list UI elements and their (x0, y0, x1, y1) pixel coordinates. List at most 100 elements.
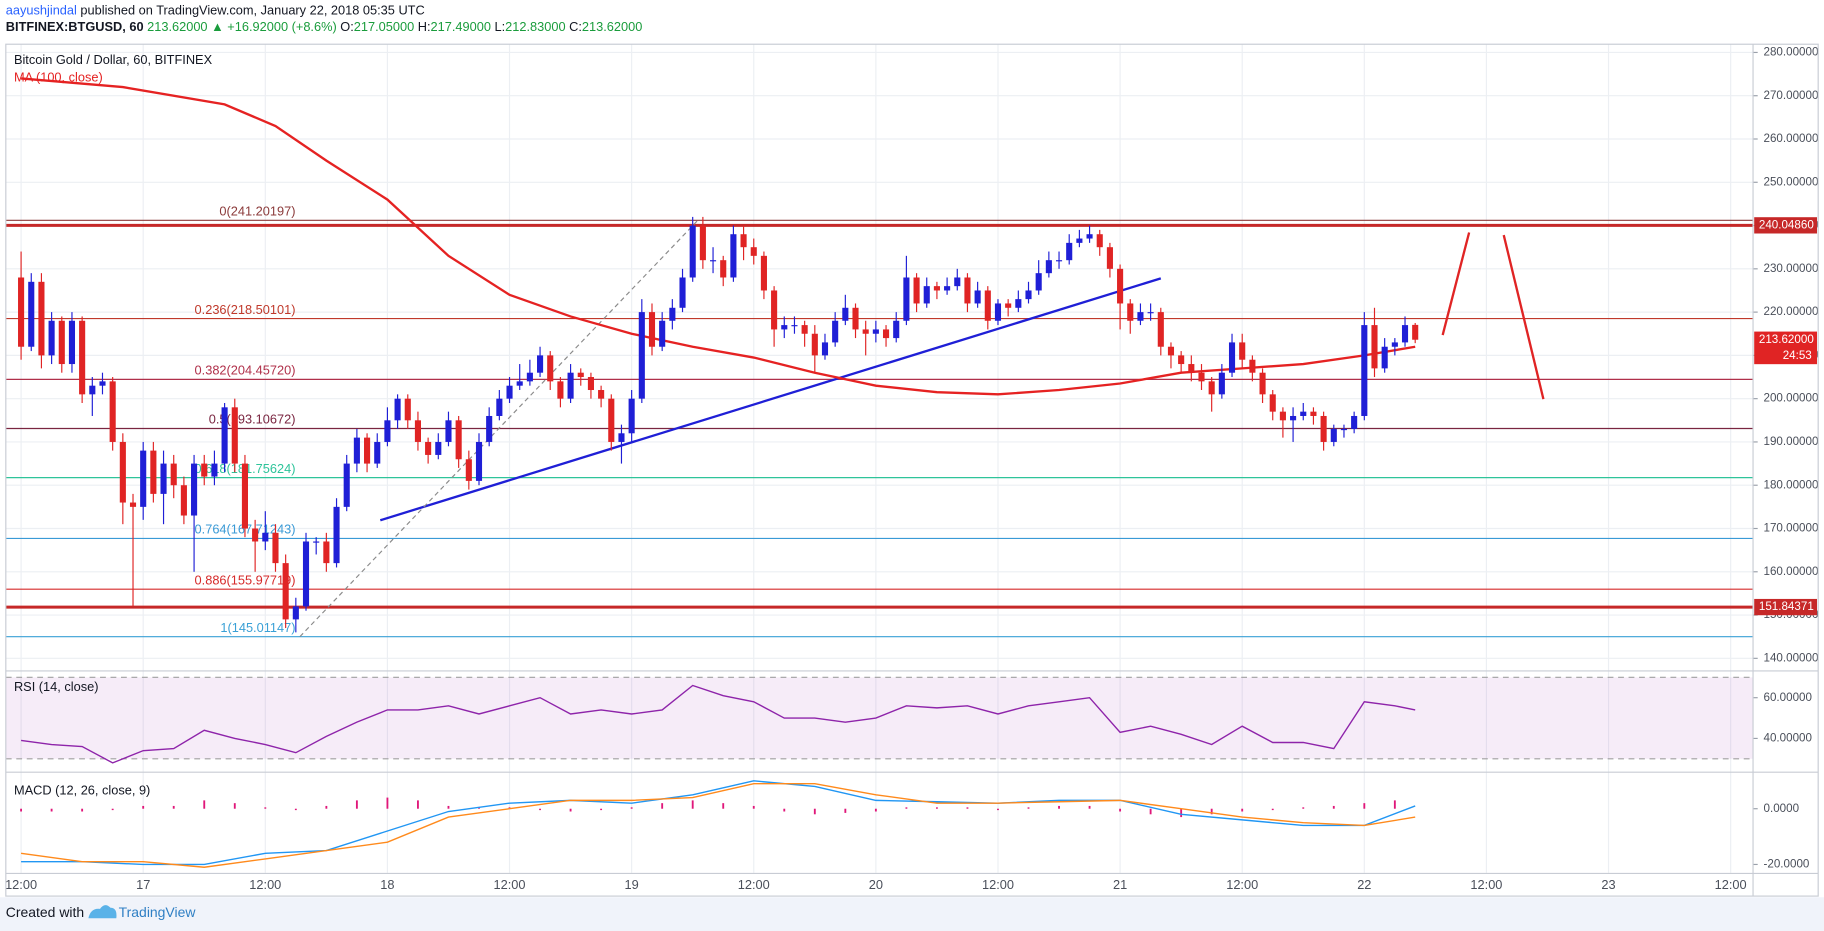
candle-body (974, 290, 981, 304)
candle-body (1157, 312, 1164, 347)
author-link[interactable]: aayushjindal (6, 3, 77, 18)
x-tick-label: 21 (1113, 877, 1127, 892)
logo[interactable]: TradingView (88, 904, 196, 920)
candle-body (760, 255, 767, 291)
candle-body (486, 415, 493, 442)
x-tick-label: 12:00 (738, 877, 770, 892)
candle-body (923, 286, 930, 304)
publish-line: aayushjindal published on TradingView.co… (6, 3, 425, 18)
candle-body (771, 290, 778, 330)
x-tick-label: 12:00 (494, 877, 526, 892)
y-tick-label: 270.00000 (1764, 89, 1819, 102)
candle-body (180, 485, 187, 516)
rsi-line (20, 684, 1416, 764)
candle-body (1066, 242, 1073, 261)
fib-label: 0(241.20197) (219, 204, 295, 219)
plot-area: 12:00 17 12:00 18 12:00 19 12:00 20 12:00 21 12:00… (5, 44, 1819, 892)
candle-body (323, 541, 330, 564)
level-tag (1754, 598, 1818, 616)
fib-label: 0.382(204.45720) (195, 363, 296, 378)
candle-body (1381, 346, 1388, 369)
candle-body (1412, 324, 1419, 340)
candle-body (353, 437, 360, 464)
candle-body (282, 563, 289, 620)
y-tick-label: 190.00000 (1764, 435, 1819, 448)
candle-body (1086, 234, 1093, 239)
countdown-label: 24:53 (1783, 349, 1812, 362)
candle-body (404, 398, 411, 421)
candle-body (1290, 415, 1297, 421)
candle-body (587, 377, 594, 391)
price-change: ▲ +16.92000 (+8.6%) (211, 19, 337, 34)
quote-key: O: (340, 19, 353, 34)
candle-body (109, 381, 116, 442)
candle-body (862, 329, 869, 334)
y-tick-label: 170.00000 (1764, 522, 1819, 535)
candle-body (231, 407, 238, 464)
candle-body (1340, 428, 1348, 431)
x-tick-label: 12:00 (982, 877, 1014, 892)
fib-label: 0.236(218.50101) (195, 302, 296, 317)
pane-title: MACD (12, 26, close, 9) (14, 783, 150, 798)
candle-body (526, 372, 533, 382)
candle-body (170, 463, 177, 486)
candle-body (1279, 411, 1286, 421)
candle-body (628, 398, 635, 434)
candle-body (140, 450, 147, 507)
y-tick-label: 160.00000 (1764, 565, 1819, 578)
y-tick-label: 280.00000 (1764, 46, 1819, 59)
level-tag-label: 151.84371 (1759, 600, 1814, 613)
candle-body (1137, 312, 1144, 321)
candle-body (1005, 303, 1012, 308)
candle-body (1239, 342, 1246, 360)
candle-body (781, 325, 788, 330)
candle-body (648, 312, 656, 347)
candle-body (38, 281, 45, 356)
candle-body (333, 506, 340, 564)
candle-body (547, 355, 554, 382)
candle-body (567, 372, 574, 399)
candle-body (984, 290, 991, 321)
candle-body (1361, 325, 1368, 416)
candle-body (1208, 381, 1215, 395)
candle-body (638, 312, 645, 399)
candle-body (28, 281, 35, 347)
candle-body (191, 463, 198, 516)
candle-body (496, 398, 503, 416)
candle-body (1401, 325, 1409, 343)
chart-frame (5, 43, 1819, 897)
candle-body (1218, 372, 1225, 395)
macd-line (20, 782, 1416, 868)
candle-body (730, 234, 737, 278)
legend-entry: MA (100, close) (14, 69, 103, 84)
x-tick-label: 17 (136, 877, 150, 892)
candle-body (659, 320, 666, 347)
candle-body (516, 381, 523, 386)
candle-body (872, 329, 879, 334)
y-tick-label: 140.00000 (1764, 651, 1819, 664)
drawing-line (1441, 232, 1471, 336)
candle-body (129, 502, 137, 507)
candle-body (292, 606, 299, 620)
published-text: published on TradingView.com, January 22… (77, 3, 425, 18)
candle-body (1076, 238, 1083, 243)
candle-body (1167, 346, 1175, 356)
footer-brand[interactable]: TradingView (119, 904, 197, 920)
candle-body (48, 320, 55, 356)
candle-body (1310, 411, 1317, 416)
y-tick-label: 200.00000 (1764, 392, 1819, 405)
candle-body (699, 225, 706, 261)
x-tick-label: 18 (380, 877, 394, 892)
candle-body (893, 320, 900, 339)
candle-body (119, 441, 126, 503)
candle-body (903, 277, 910, 321)
candle-body (1300, 411, 1307, 416)
candle-body (99, 381, 106, 386)
candle-body (608, 398, 615, 442)
candle-body (343, 463, 350, 507)
y-tick-label: 250.00000 (1764, 175, 1819, 188)
candle-body (150, 450, 157, 494)
candle-body (801, 325, 808, 334)
